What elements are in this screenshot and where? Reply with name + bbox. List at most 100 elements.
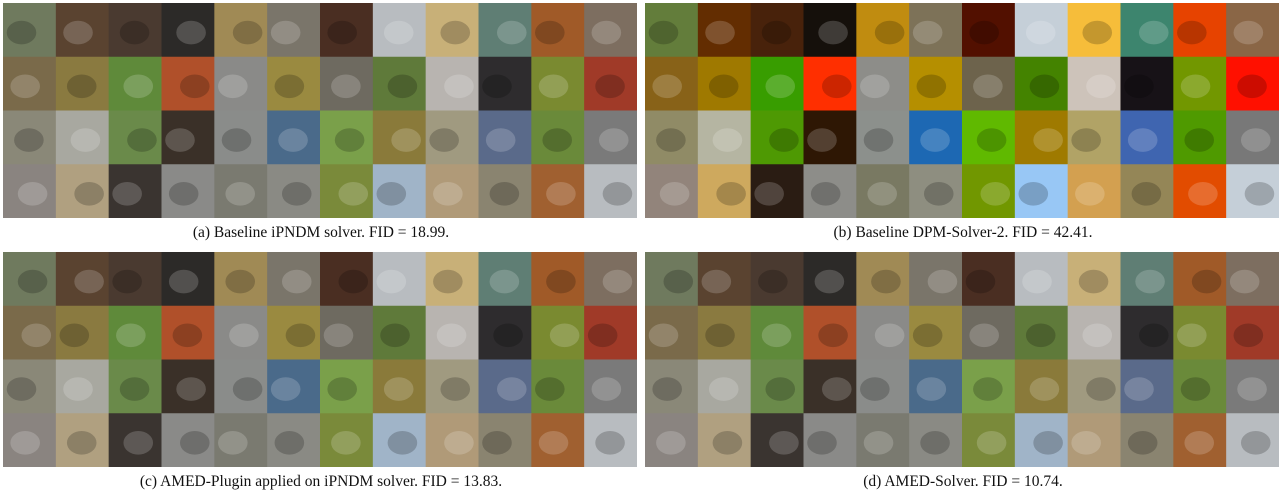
image-detail (973, 74, 1003, 99)
image-tile (1226, 3, 1279, 58)
image-tile (267, 305, 321, 360)
image-detail (598, 128, 629, 152)
image-tile (856, 164, 910, 218)
image-detail (867, 181, 898, 206)
image-tile (962, 3, 1016, 58)
image-detail (916, 74, 947, 99)
image-tile (108, 359, 162, 414)
image-detail (383, 377, 414, 401)
image-tile (425, 359, 479, 414)
image-tile (803, 413, 857, 467)
image-detail (10, 74, 40, 99)
image-tile (856, 252, 910, 307)
image-detail (712, 128, 743, 152)
image-detail (765, 74, 796, 99)
image-tile (750, 110, 804, 165)
image-detail (221, 128, 252, 152)
image-detail (1177, 323, 1207, 348)
image-detail (270, 377, 301, 401)
image-tile (372, 305, 427, 360)
image-tile (478, 252, 532, 307)
image-detail (274, 430, 305, 455)
image-tile (161, 110, 215, 165)
image-tile (55, 252, 110, 307)
image-tile (1173, 359, 1227, 414)
image-detail (331, 430, 361, 455)
image-tile (3, 359, 57, 414)
image-detail (387, 430, 418, 455)
image-tile (478, 359, 532, 414)
image-detail (436, 323, 467, 348)
image-tile (750, 56, 804, 111)
image-detail (59, 323, 90, 348)
image-tile (1014, 3, 1069, 58)
image-detail (1127, 128, 1158, 152)
image-tile (1226, 359, 1279, 414)
image-detail (1177, 20, 1207, 45)
image-tile (161, 305, 215, 360)
panel: (b) Baseline DPM-Solver-2. FID = 42.41. (645, 3, 1281, 242)
image-detail (874, 20, 905, 45)
image-detail (1071, 128, 1101, 152)
image-tile (320, 359, 374, 414)
image-detail (546, 181, 576, 206)
image-tile (320, 56, 374, 111)
image-detail (278, 128, 308, 152)
image-tile (372, 110, 427, 165)
image-detail (976, 128, 1007, 152)
image-tile (909, 413, 963, 467)
image-detail (1082, 323, 1113, 348)
image-detail (229, 323, 259, 348)
image-detail (591, 20, 622, 45)
image-detail (123, 430, 154, 455)
image-detail (1029, 74, 1060, 99)
image-detail (338, 269, 369, 294)
image-tile (320, 305, 374, 360)
image-detail (218, 74, 248, 99)
image-tile (372, 164, 427, 218)
image-detail (1078, 269, 1109, 294)
image-detail (376, 269, 407, 294)
image-detail (1029, 377, 1060, 401)
image-detail (168, 181, 199, 206)
caption: (d) AMED-Solver. FID = 10.74. (863, 473, 1063, 490)
image-tile (645, 252, 699, 307)
panel: (a) Baseline iPNDM solver. FID = 18.99. (3, 3, 639, 242)
image-tile (1067, 56, 1121, 111)
image-detail (769, 430, 799, 455)
image-tile (214, 305, 268, 360)
image-detail (656, 128, 686, 152)
image-detail (1237, 377, 1267, 401)
image-detail (1138, 323, 1169, 348)
caption: (c) AMED-Plugin applied on iPNDM solver.… (139, 473, 503, 490)
image-detail (66, 430, 97, 455)
image-tile (909, 110, 963, 165)
image-tile (425, 413, 479, 467)
image-tile (531, 164, 585, 218)
image-detail (1184, 128, 1215, 152)
image-detail (1022, 269, 1052, 294)
image-tile (856, 3, 910, 58)
image-grid (3, 3, 637, 218)
image-detail (232, 20, 263, 45)
image-detail (176, 20, 206, 45)
image-tile (55, 164, 110, 218)
image-tile (161, 252, 215, 307)
image-tile (584, 413, 637, 467)
image-tile (803, 110, 857, 165)
image-detail (860, 377, 890, 401)
image-tile (1226, 413, 1279, 467)
image-detail (587, 323, 618, 348)
image-detail (127, 128, 157, 152)
image-detail (549, 323, 580, 348)
image-tile (1120, 305, 1174, 360)
image-tile (531, 3, 585, 58)
image-tile (803, 359, 857, 414)
image-tile (1014, 252, 1069, 307)
image-tile (584, 3, 637, 58)
image-detail (538, 430, 569, 455)
image-detail (769, 128, 799, 152)
image-tile (962, 252, 1016, 307)
image-detail (912, 323, 943, 348)
image-detail (538, 74, 569, 99)
